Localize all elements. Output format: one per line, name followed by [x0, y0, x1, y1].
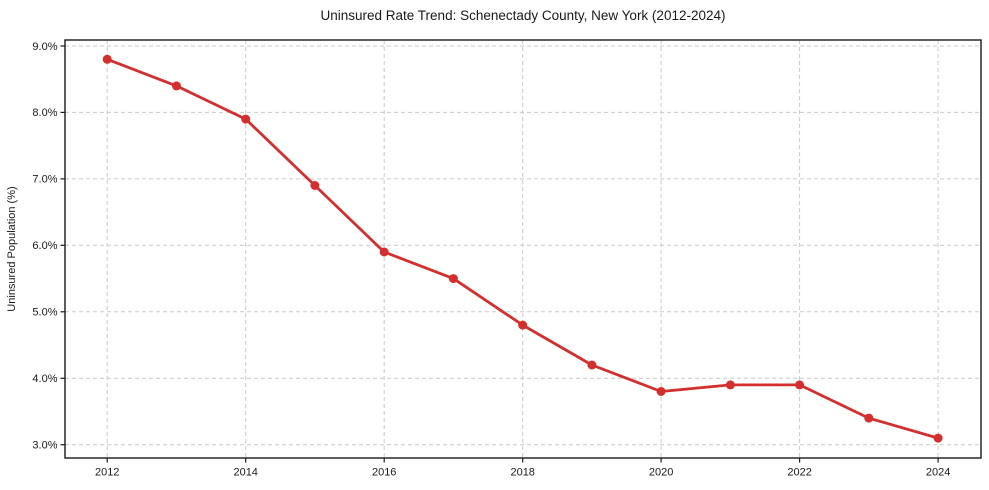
trend-line — [105, 57, 940, 440]
x-tick-label: 2018 — [510, 467, 534, 479]
x-tick-label: 2020 — [649, 467, 673, 479]
y-tick-label: 5.0% — [32, 307, 57, 319]
x-tick-label: 2022 — [787, 467, 811, 479]
x-tick-label: 2024 — [926, 467, 950, 479]
data-point-marker — [587, 360, 597, 370]
y-tick-label: 7.0% — [32, 174, 57, 186]
chart-title: Uninsured Rate Trend: Schenectady County… — [320, 8, 726, 23]
y-tick-label: 4.0% — [32, 373, 57, 385]
x-tick-label: 2014 — [233, 467, 257, 479]
data-point-marker — [379, 247, 389, 257]
data-point-marker — [725, 380, 735, 390]
data-point-marker — [172, 81, 181, 91]
data-point-marker — [448, 274, 458, 284]
y-tick-label: 6.0% — [32, 240, 57, 252]
series-layer — [102, 54, 943, 443]
y-tick-label: 3.0% — [32, 440, 57, 452]
data-point-marker — [241, 114, 251, 124]
plot-frame — [64, 39, 982, 459]
data-point-marker — [102, 54, 112, 64]
x-tick-label: 2012 — [95, 467, 119, 479]
y-tick-label: 8.0% — [32, 107, 57, 119]
x-tick-label: 2016 — [372, 467, 396, 479]
axis-layer: 3.0% 4.0% 5.0% 6.0% 7.0% 8.0% 9.0% 2012 2014 2016… — [32, 39, 982, 479]
data-point-marker — [656, 387, 666, 396]
data-point-marker — [310, 181, 320, 190]
data-point-marker — [518, 320, 528, 330]
y-tick-label: 9.0% — [32, 41, 57, 53]
data-point-marker — [933, 433, 943, 443]
data-point-marker — [864, 413, 874, 423]
grid-layer — [65, 40, 981, 458]
data-point-marker — [795, 380, 805, 390]
